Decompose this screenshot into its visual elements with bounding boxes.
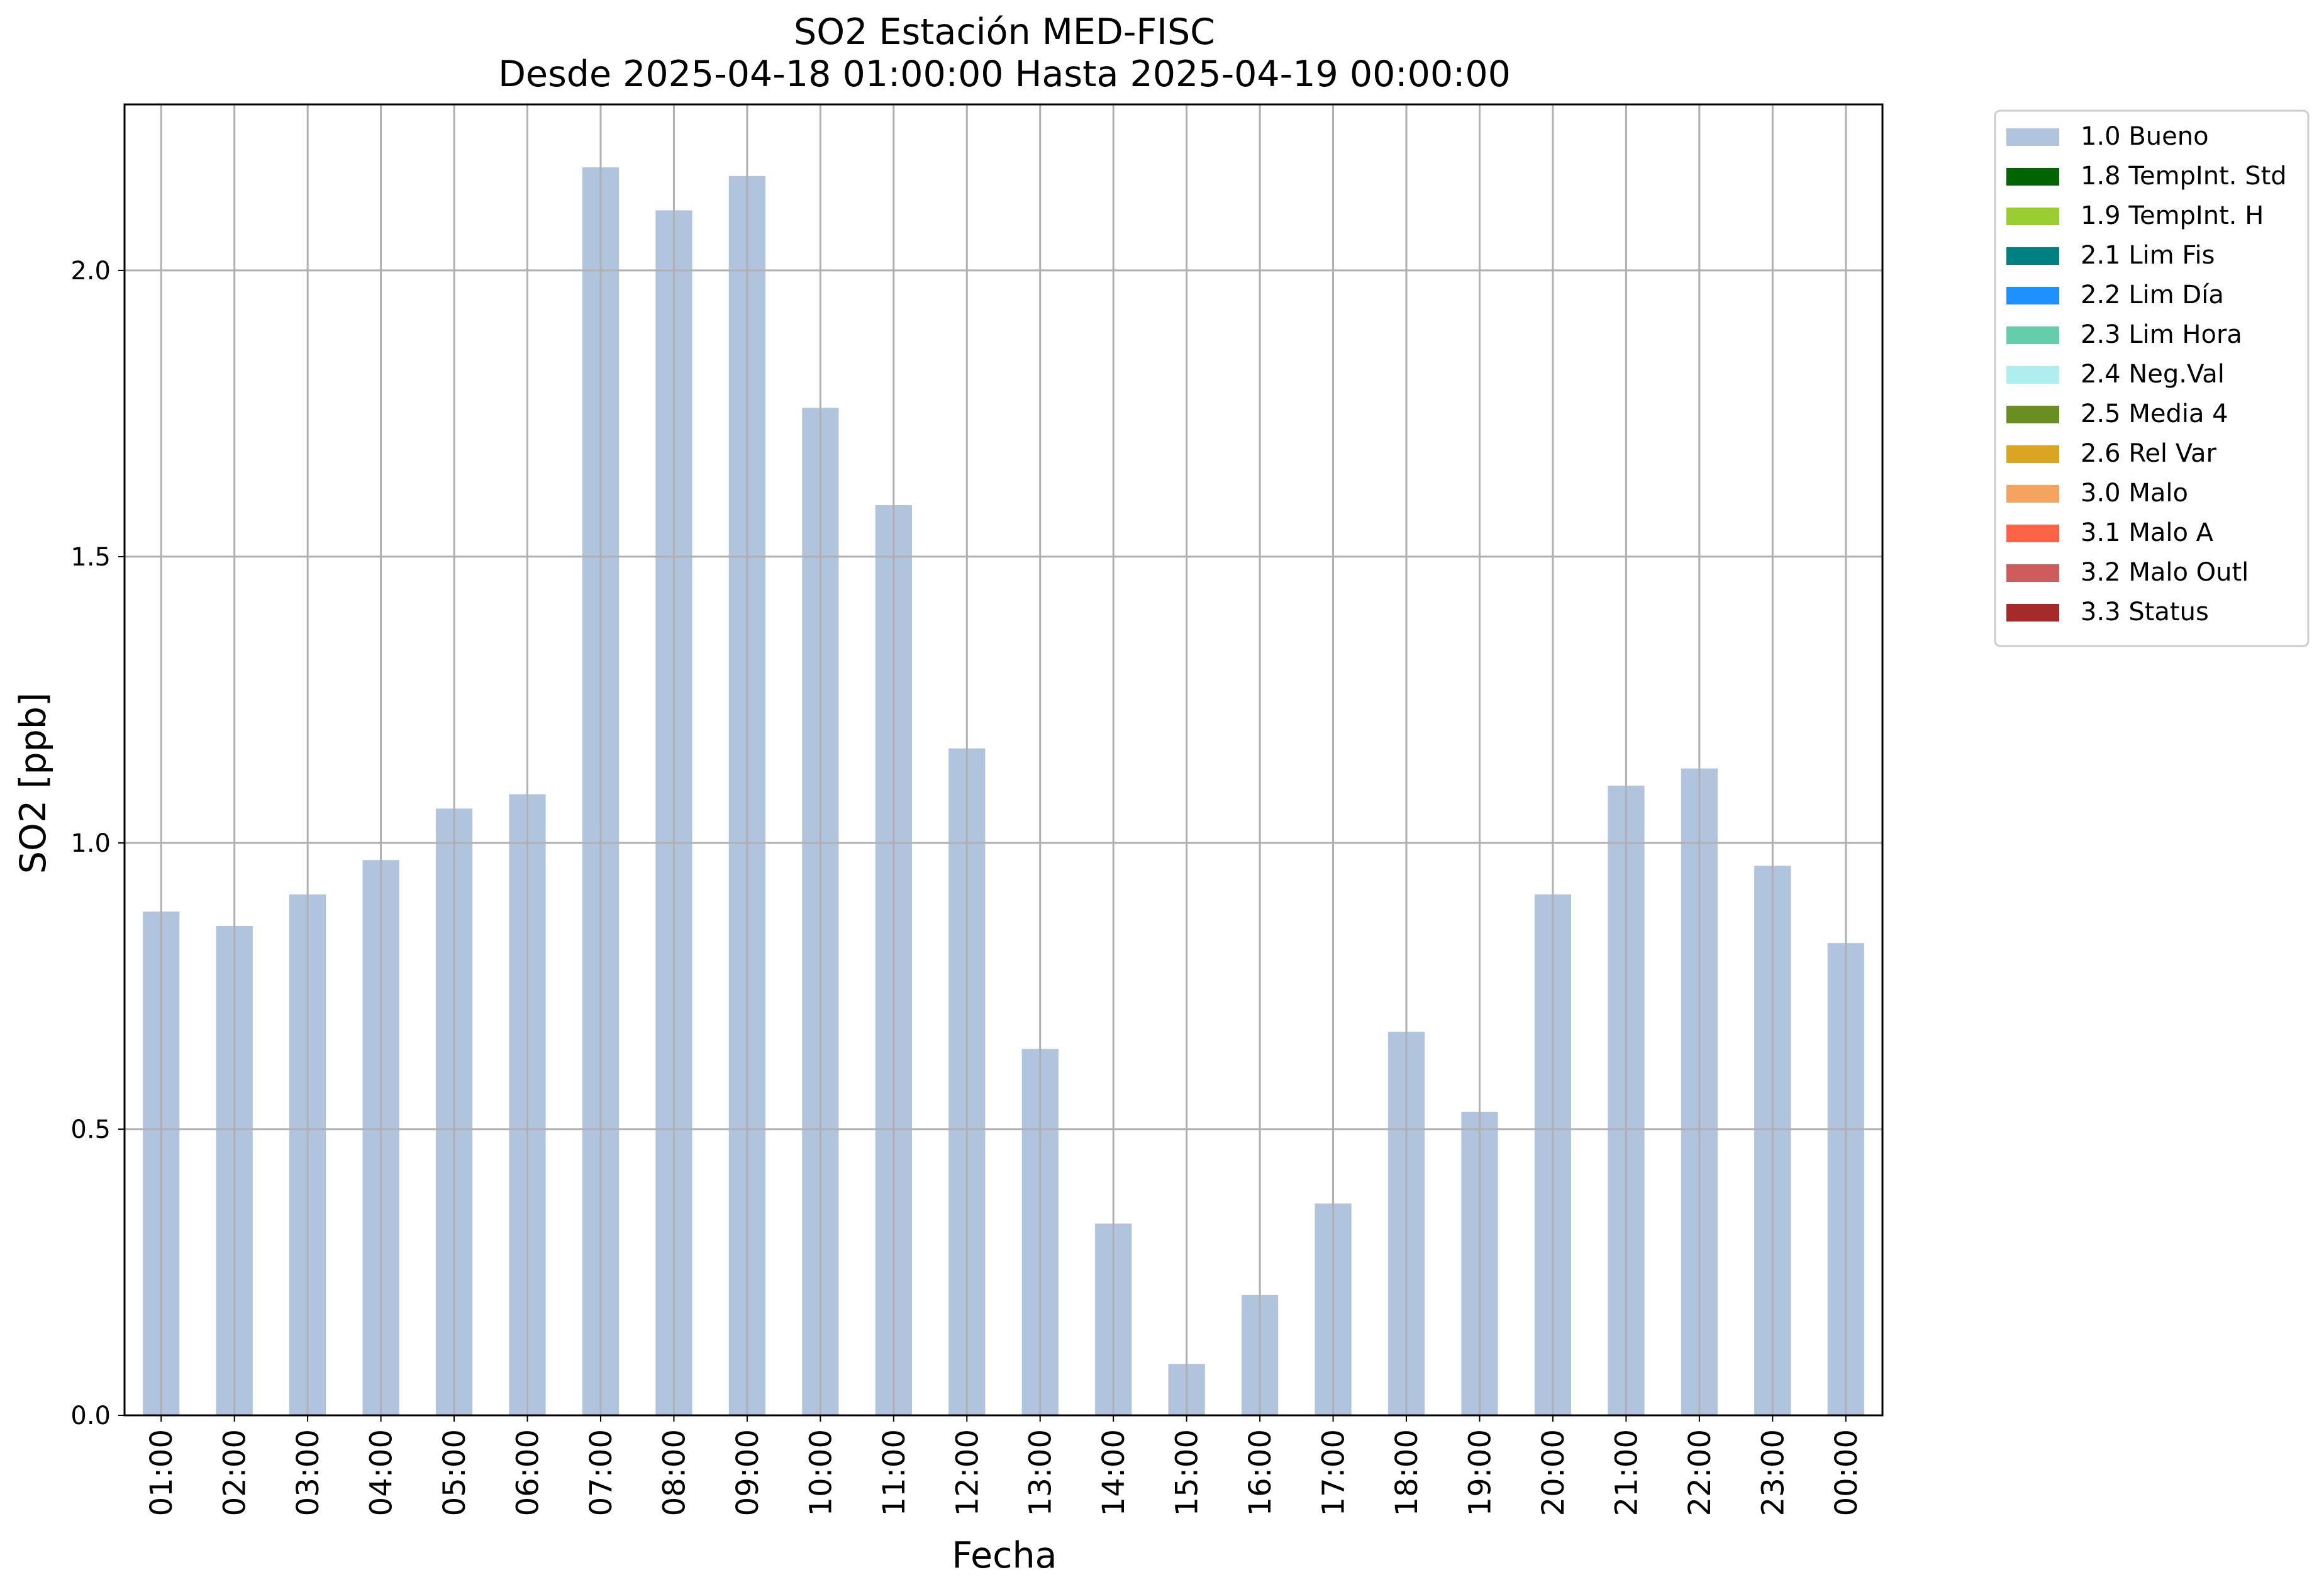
x-tick-label: 09:00 (730, 1429, 765, 1516)
legend-label: 3.3 Status (2081, 598, 2209, 627)
legend-swatch (2006, 287, 2059, 304)
x-tick-label: 01:00 (144, 1429, 179, 1516)
chart-subtitle: Desde 2025-04-18 01:00:00 Hasta 2025-04-… (498, 53, 1511, 95)
legend-swatch (2006, 525, 2059, 542)
x-tick-label: 07:00 (584, 1429, 619, 1516)
x-tick-label: 00:00 (1829, 1429, 1864, 1516)
legend-swatch (2006, 326, 2059, 344)
legend-swatch (2006, 485, 2059, 503)
x-tick-label: 06:00 (511, 1429, 546, 1516)
x-tick-label: 16:00 (1243, 1429, 1278, 1516)
x-tick-label: 02:00 (218, 1429, 253, 1516)
x-tick-label: 19:00 (1462, 1429, 1498, 1516)
x-tick-label: 18:00 (1389, 1429, 1425, 1516)
x-tick-label: 21:00 (1609, 1429, 1644, 1516)
legend-swatch (2006, 208, 2059, 225)
legend-label: 2.2 Lim Día (2081, 281, 2224, 309)
legend-label: 2.1 Lim Fis (2081, 241, 2215, 270)
x-tick-label: 15:00 (1170, 1429, 1205, 1516)
y-tick-label: 1.5 (70, 543, 111, 572)
legend-label: 1.9 TempInt. H (2081, 201, 2264, 230)
y-tick-label: 1.0 (70, 829, 111, 858)
chart-title: SO2 Estación MED-FISC (794, 11, 1215, 53)
x-tick-label: 20:00 (1536, 1429, 1571, 1516)
x-tick-label: 05:00 (437, 1429, 472, 1516)
x-tick-label: 10:00 (803, 1429, 838, 1516)
legend-swatch (2006, 366, 2059, 384)
x-tick-label: 08:00 (657, 1429, 692, 1516)
legend-label: 1.8 TempInt. Std (2081, 162, 2287, 191)
legend-swatch (2006, 168, 2059, 186)
plot-area: 0.0 0.5 1.0 1.5 2.0 01:00 02:00 03:00 04:00 05:00… (70, 103, 1884, 1516)
x-tick-label: 14:00 (1096, 1429, 1131, 1516)
y-tick-label: 0.5 (70, 1115, 111, 1144)
legend-label: 2.5 Media 4 (2081, 399, 2228, 428)
legend-label: 2.6 Rel Var (2081, 439, 2217, 468)
legend-label: 3.2 Malo Outl (2081, 558, 2249, 587)
plot-frame (123, 103, 1884, 1417)
legend-label: 2.4 Neg.Val (2081, 360, 2225, 389)
legend-label: 3.0 Malo (2081, 479, 2188, 508)
x-tick-label: 12:00 (950, 1429, 985, 1516)
x-tick-label: 03:00 (291, 1429, 326, 1516)
x-tick-label: 17:00 (1316, 1429, 1352, 1516)
x-tick-label: 22:00 (1682, 1429, 1718, 1516)
y-axis-label: SO2 [ppb] (13, 693, 54, 874)
legend-swatch (2006, 445, 2059, 463)
x-tick-label: 11:00 (877, 1429, 912, 1516)
legend-label: 1.0 Bueno (2081, 122, 2209, 151)
legend-swatch (2006, 604, 2059, 621)
legend-swatch (2006, 406, 2059, 423)
legend-swatch (2006, 247, 2059, 265)
y-tick-label: 2.0 (70, 257, 111, 286)
legend: 1.0 Bueno 1.8 TempInt. Std 1.9 TempInt. H 2… (1994, 109, 2310, 647)
legend-swatch (2006, 564, 2059, 582)
y-tick-label: 0.0 (70, 1402, 111, 1430)
x-axis-label: Fecha (952, 1535, 1057, 1576)
x-tick-label: 13:00 (1023, 1429, 1059, 1516)
x-tick-label: 23:00 (1755, 1429, 1791, 1516)
legend-label: 3.1 Malo A (2081, 518, 2214, 547)
legend-box (1994, 109, 2310, 647)
x-tick-label: 04:00 (364, 1429, 399, 1516)
legend-label: 2.3 Lim Hora (2081, 320, 2242, 349)
legend-swatch (2006, 128, 2059, 146)
